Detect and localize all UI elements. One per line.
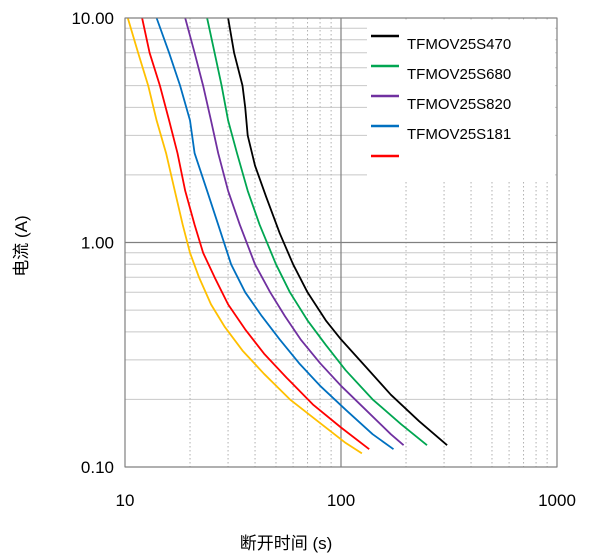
series-line — [206, 17, 428, 446]
legend-label: TFMOV25S820 — [407, 96, 511, 113]
x-axis-label: 断开时间 (s) — [240, 534, 333, 553]
series-line — [126, 17, 363, 455]
tick-labels: 10 100 1000 0.10 1.00 10.00 — [71, 9, 575, 510]
series-lines — [126, 17, 448, 455]
legend-background — [367, 20, 555, 180]
series-line — [184, 17, 405, 446]
legend-label: TFMOV25S680 — [407, 66, 511, 83]
x-tick-label: 1000 — [538, 491, 576, 510]
x-tick-label: 100 — [327, 491, 355, 510]
legend-label: TFMOV25S470 — [407, 36, 511, 53]
y-tick-label: 1.00 — [81, 234, 114, 253]
series-line — [227, 17, 448, 446]
x-tick-label: 10 — [116, 491, 135, 510]
y-axis-label: 电流 (A) — [12, 215, 31, 276]
legend-label: TFMOV25S181 — [407, 126, 511, 143]
series-line — [141, 17, 370, 450]
y-tick-label: 10.00 — [71, 9, 114, 28]
y-tick-label: 0.10 — [81, 458, 114, 477]
legend: TFMOV25S470 TFMOV25S680 TFMOV25S820 TFMOV25… — [367, 20, 555, 180]
plot-area-frame — [124, 17, 558, 468]
series-line — [155, 17, 395, 450]
